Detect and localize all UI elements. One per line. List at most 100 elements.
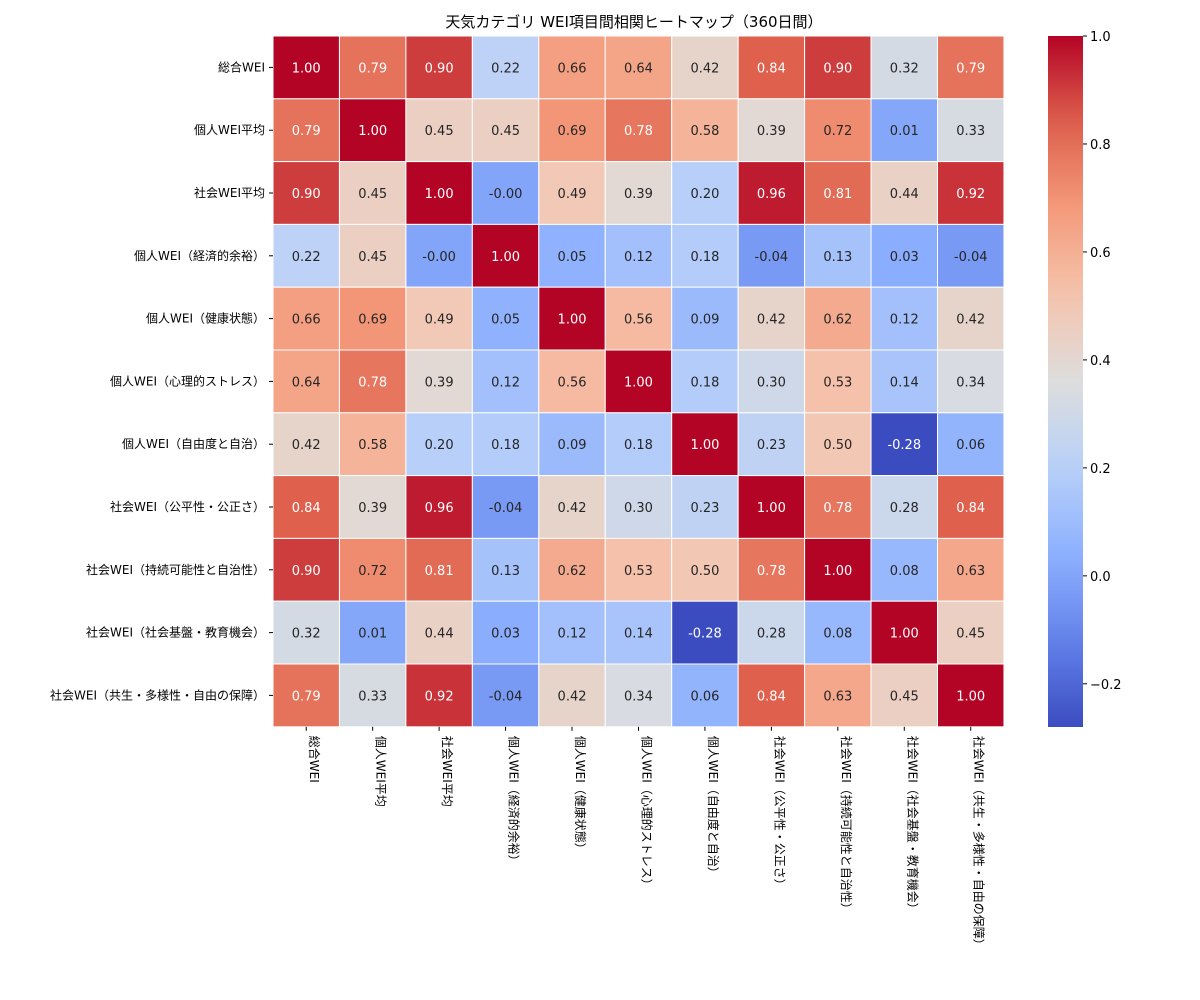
cell-value-label: 0.78 [757, 564, 786, 579]
heatmap-cell [870, 223, 938, 288]
cell-value-label: 0.45 [491, 124, 520, 139]
cell-value-label: 0.06 [690, 689, 719, 704]
cell-value-label: 0.58 [690, 124, 719, 139]
cell-value-label: 0.66 [558, 61, 587, 76]
heatmap-cell [870, 286, 938, 351]
cell-value-label: 0.18 [690, 250, 719, 265]
colorbar-tick-label: 0.8 [1090, 138, 1111, 153]
heatmap-cell [338, 286, 407, 351]
heatmap-cell [538, 286, 606, 351]
cell-value-label: 1.00 [558, 313, 587, 328]
cell-value-label: 0.12 [624, 250, 653, 265]
heatmap-cell [338, 475, 407, 539]
heatmap-cell [937, 663, 1005, 728]
heatmap-cell [804, 286, 872, 351]
cell-value-label: 0.14 [624, 627, 653, 642]
cell-value-label: 0.50 [823, 438, 852, 453]
heatmap-cell [405, 161, 473, 225]
heatmap-cell [737, 35, 806, 100]
heatmap-cell [870, 35, 938, 100]
heatmap-cell [471, 412, 540, 477]
heatmap-cell [538, 475, 606, 539]
cell-value-label: 0.30 [757, 375, 786, 390]
cell-value-label: 0.39 [425, 375, 454, 390]
heatmap-cell [671, 161, 739, 225]
cell-value-label: 0.32 [890, 61, 919, 76]
heatmap-cell [804, 537, 872, 602]
x-tick-label: 社会WEI（共生・多様性・自由の保障） [972, 736, 987, 951]
heatmap-cell [737, 600, 806, 665]
cell-value-label: 0.66 [292, 313, 321, 328]
cell-value-label: 0.08 [890, 564, 919, 579]
x-tick-label: 社会WEI（持続可能性と自治性） [839, 736, 854, 915]
heatmap-cell [737, 475, 806, 539]
colorbar-gradient [1048, 36, 1083, 727]
cell-value-label: 1.00 [690, 438, 719, 453]
cell-value-label: -0.04 [755, 250, 789, 265]
cell-value-label: 0.12 [890, 313, 919, 328]
heatmap-cell [671, 223, 739, 288]
heatmap-cell [604, 161, 673, 225]
heatmap-cell [737, 412, 806, 477]
cell-value-label: 0.64 [292, 375, 321, 390]
cell-value-label: 0.42 [558, 689, 587, 704]
heatmap-cell [272, 161, 340, 225]
cell-value-label: 0.34 [956, 375, 985, 390]
cell-value-label: 0.22 [292, 250, 321, 265]
cell-value-label: 0.09 [558, 438, 587, 453]
cell-value-label: 0.33 [956, 124, 985, 139]
heatmap-cell [405, 35, 473, 100]
x-tick-label: 個人WEI（経済的余裕） [507, 736, 522, 867]
cell-value-label: 0.18 [690, 375, 719, 390]
cell-value-label: 0.01 [890, 124, 919, 139]
heatmap-cell [405, 98, 473, 163]
heatmap-cell [604, 412, 673, 477]
heatmap-cell [870, 475, 938, 539]
cell-value-label: 0.53 [624, 564, 653, 579]
heatmap-cell [804, 663, 872, 728]
cell-value-label: 0.23 [690, 501, 719, 516]
x-axis-tick-labels: 総合WEI 個人WEI平均 社会WEI平均 個人WEI（経済的余裕） 個人WEI（健康状… [305, 726, 987, 951]
cell-value-label: 0.45 [890, 689, 919, 704]
cell-value-label: 0.14 [890, 375, 919, 390]
cell-value-label: 0.03 [491, 627, 520, 642]
heatmap-cell [937, 600, 1005, 665]
heatmap-cell [671, 98, 739, 163]
heatmap-cell [604, 600, 673, 665]
cell-value-label: 1.00 [358, 124, 387, 139]
cell-value-label: 0.78 [624, 124, 653, 139]
heatmap-cell [870, 537, 938, 602]
cell-value-label: 0.45 [358, 250, 387, 265]
heatmap-cell [671, 475, 739, 539]
cell-value-label: 0.28 [757, 627, 786, 642]
heatmap-cell [538, 161, 606, 225]
heatmap-cell [804, 349, 872, 414]
heatmap-cell [604, 98, 673, 163]
heatmap-cell [937, 412, 1005, 477]
heatmap-cell [405, 537, 473, 602]
y-tick-label: 個人WEI（自由度と自治） [122, 436, 265, 451]
x-tick-label: 社会WEI（公平性・公正さ） [772, 736, 787, 891]
cell-value-label: 1.00 [890, 627, 919, 642]
colorbar-tick-label: 0.2 [1090, 462, 1111, 477]
heatmap-cell [737, 663, 806, 728]
cell-value-label: 0.42 [690, 61, 719, 76]
cell-value-label: 0.63 [823, 689, 852, 704]
cell-value-label: 1.00 [624, 375, 653, 390]
cell-value-label: 0.72 [358, 564, 387, 579]
heatmap-cell [937, 223, 1005, 288]
cell-value-label: 0.06 [956, 438, 985, 453]
cell-value-label: 0.69 [558, 124, 587, 139]
cell-value-label: 0.12 [491, 375, 520, 390]
cell-value-label: 0.05 [558, 250, 587, 265]
heatmap-cell [937, 161, 1005, 225]
cell-value-label: -0.00 [422, 250, 456, 265]
heatmap-cell [471, 35, 540, 100]
cell-value-label: 0.45 [956, 627, 985, 642]
cell-value-label: 1.00 [823, 564, 852, 579]
cell-value-label: -0.00 [489, 187, 523, 202]
cell-value-label: 0.20 [425, 438, 454, 453]
heatmap-cell [804, 161, 872, 225]
